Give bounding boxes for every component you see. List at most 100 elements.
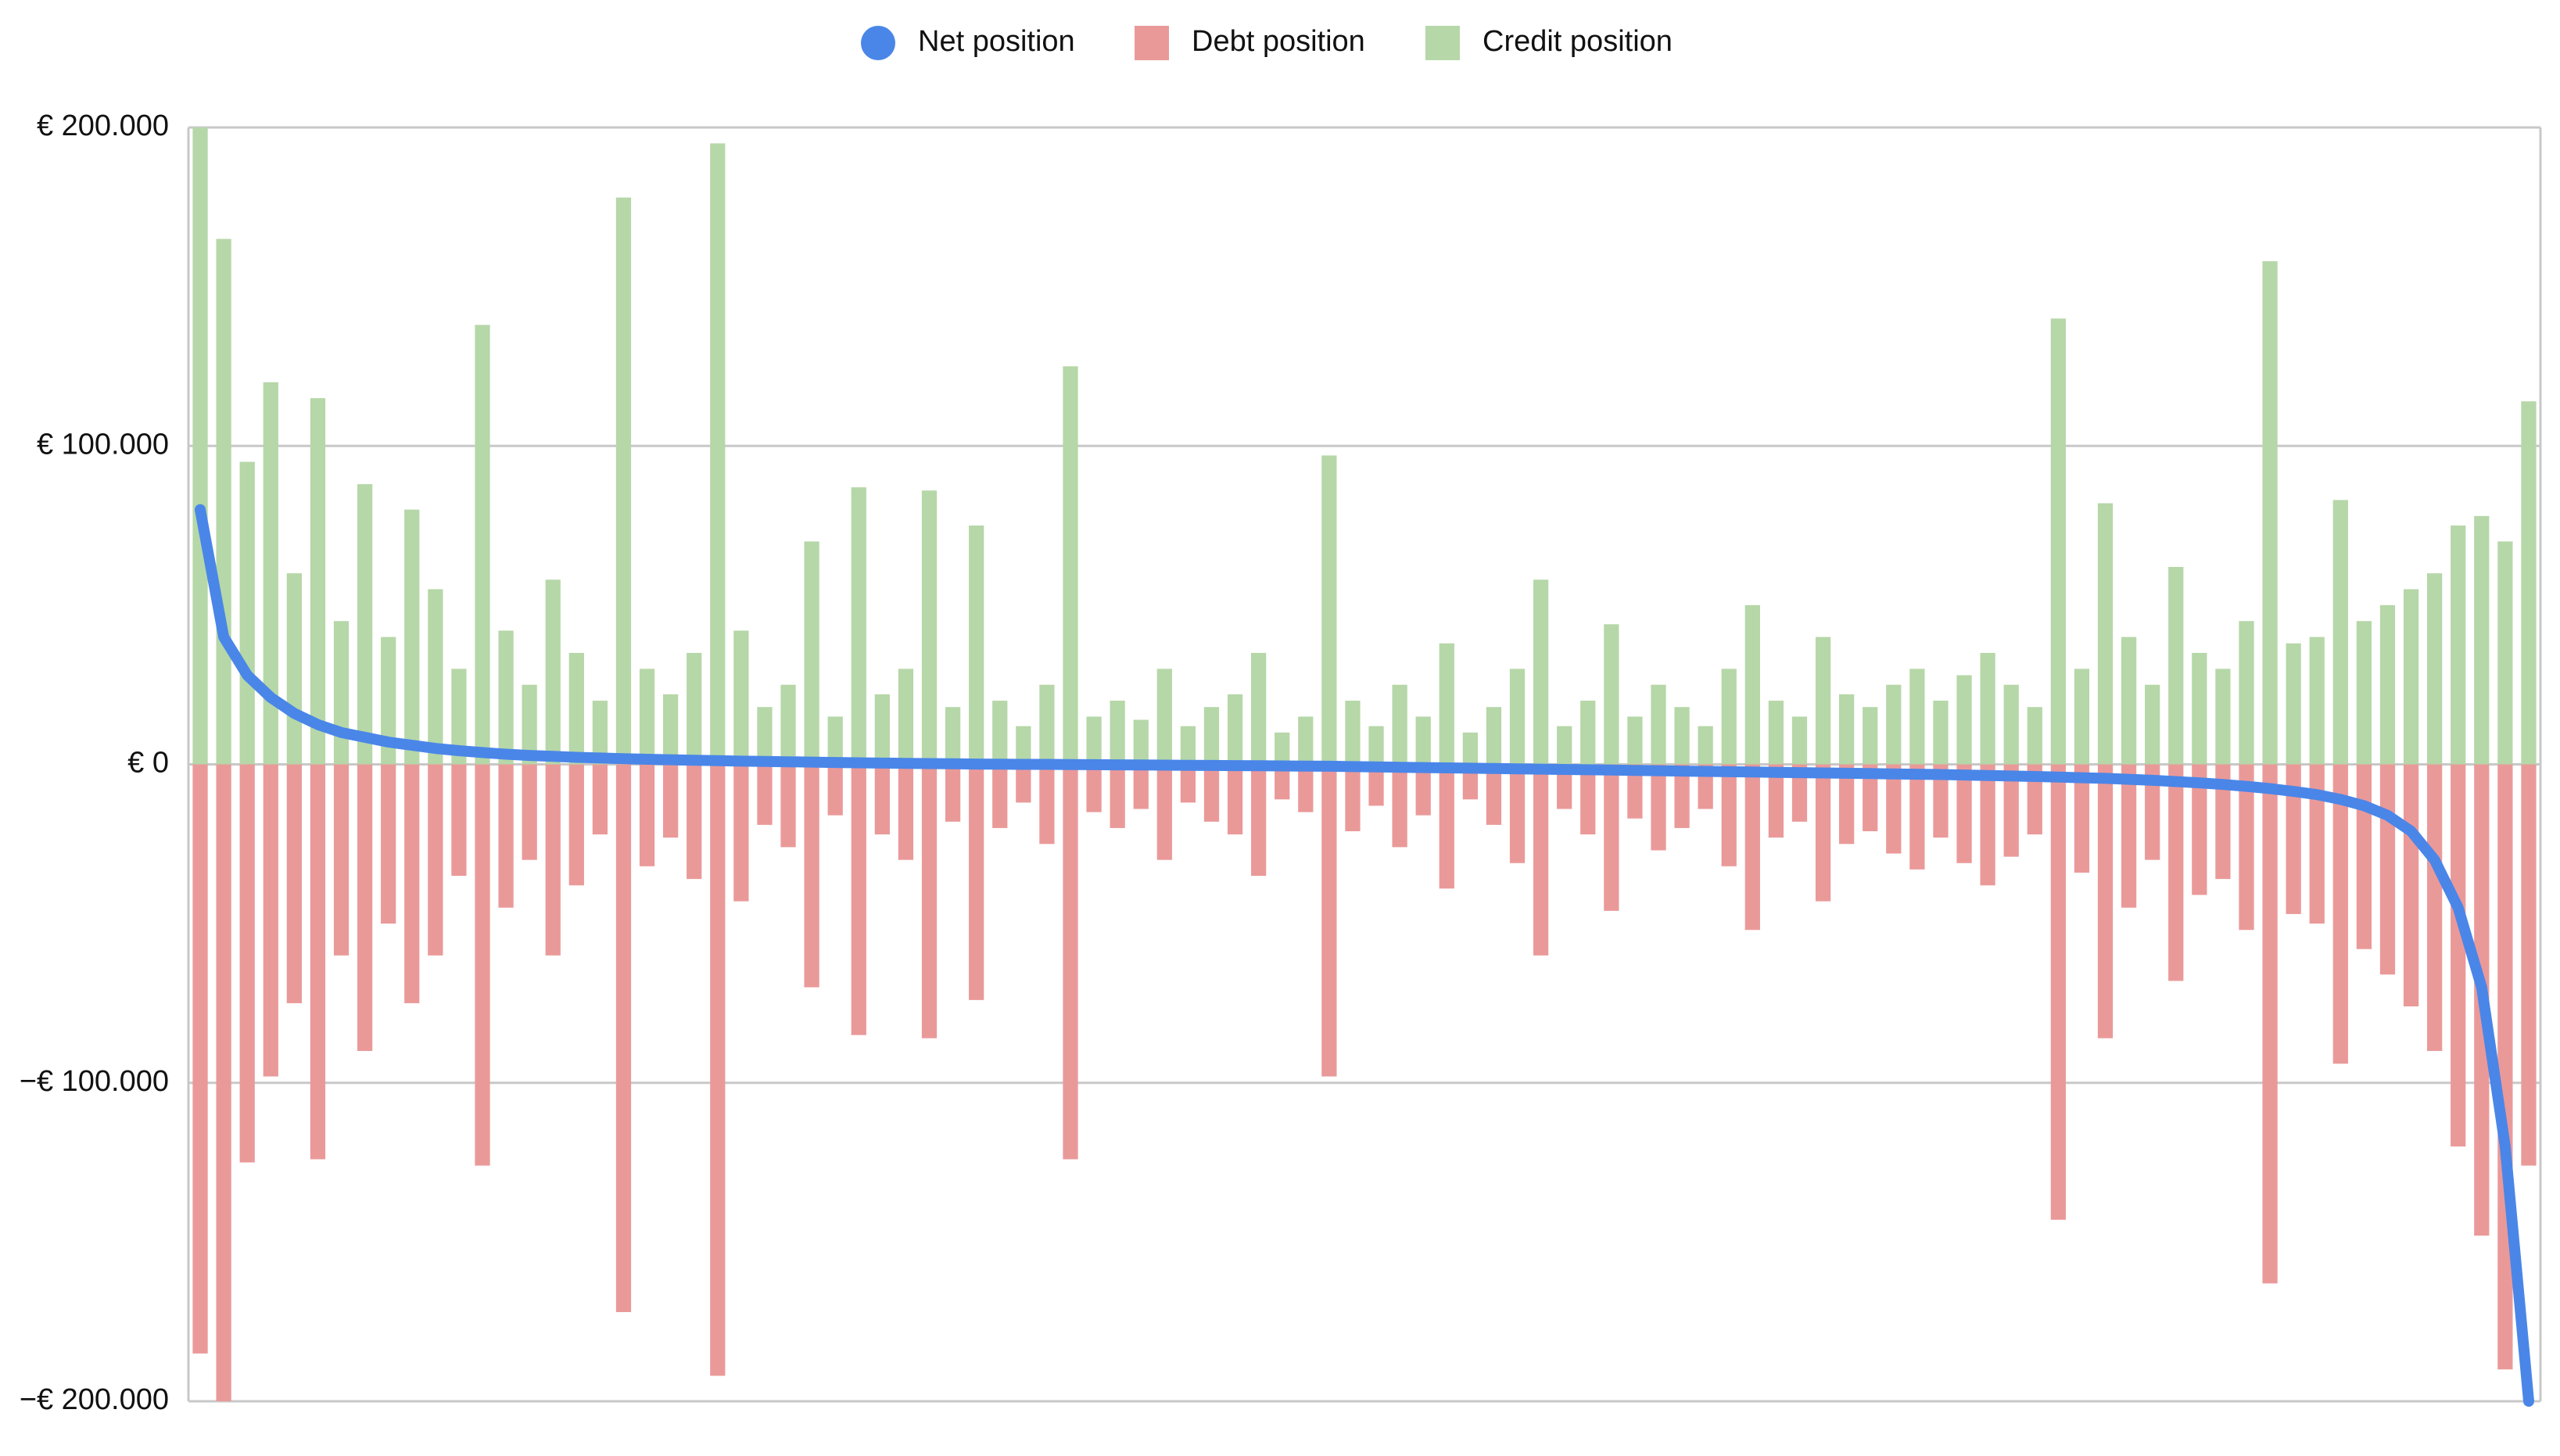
bar bbox=[1509, 669, 1526, 765]
bar bbox=[1674, 764, 1690, 828]
bar bbox=[1345, 701, 1361, 765]
bar bbox=[2050, 318, 2066, 765]
bar bbox=[239, 764, 255, 1163]
bar bbox=[1533, 764, 1549, 956]
bar bbox=[263, 764, 278, 1077]
bar bbox=[1275, 764, 1290, 800]
bar bbox=[2168, 567, 2184, 765]
bar bbox=[780, 684, 796, 765]
bar bbox=[1039, 684, 1055, 765]
legend: Net position Debt position Credit position bbox=[861, 25, 1673, 60]
bar bbox=[381, 764, 396, 924]
bar bbox=[1016, 726, 1031, 765]
bar bbox=[969, 764, 984, 1000]
bar bbox=[310, 764, 326, 1160]
bar bbox=[639, 669, 655, 765]
bar bbox=[687, 652, 702, 765]
bar bbox=[286, 573, 302, 765]
bar bbox=[2286, 764, 2301, 914]
bar bbox=[451, 764, 467, 877]
bar bbox=[804, 764, 819, 988]
bar bbox=[498, 630, 514, 765]
bar bbox=[757, 707, 773, 765]
bar bbox=[2262, 261, 2278, 765]
bar bbox=[1486, 707, 1502, 765]
bar bbox=[381, 637, 396, 765]
bar bbox=[1768, 764, 1784, 838]
bar bbox=[216, 764, 231, 1401]
bar bbox=[921, 490, 938, 765]
bar bbox=[663, 694, 679, 765]
bar bbox=[1627, 764, 1643, 819]
bar bbox=[1744, 764, 1760, 931]
bar bbox=[1768, 701, 1784, 765]
bar bbox=[1933, 701, 1949, 765]
bar bbox=[475, 764, 490, 1166]
bar bbox=[1980, 764, 1995, 886]
bar bbox=[1651, 684, 1666, 765]
bar bbox=[1721, 764, 1737, 866]
bar bbox=[1251, 652, 1267, 765]
y-tick-label: € 200.000 bbox=[37, 109, 169, 142]
bar bbox=[568, 652, 584, 765]
bar bbox=[615, 764, 632, 1312]
bar bbox=[286, 764, 302, 1003]
bar bbox=[1110, 701, 1125, 765]
bar bbox=[827, 764, 843, 816]
bar bbox=[1580, 701, 1596, 765]
bar bbox=[1133, 719, 1149, 765]
bar bbox=[2215, 669, 2231, 765]
bar bbox=[1533, 579, 1549, 765]
y-tick-label: € 100.000 bbox=[37, 428, 169, 461]
bar bbox=[2521, 764, 2537, 1166]
bar bbox=[639, 764, 655, 866]
bar bbox=[874, 694, 890, 765]
bar bbox=[687, 764, 702, 880]
bar bbox=[239, 461, 255, 765]
bar bbox=[1557, 726, 1572, 765]
bar bbox=[945, 764, 961, 822]
bar bbox=[2239, 764, 2254, 931]
bar bbox=[2309, 764, 2325, 924]
bar bbox=[2403, 589, 2419, 765]
bar bbox=[921, 764, 938, 1038]
bar bbox=[1321, 455, 1337, 765]
bar bbox=[733, 630, 749, 765]
bar bbox=[1275, 732, 1290, 765]
bar bbox=[615, 197, 632, 765]
legend-marker bbox=[861, 26, 895, 60]
bar bbox=[1439, 643, 1454, 765]
bar bbox=[2497, 541, 2513, 765]
bar bbox=[522, 684, 537, 765]
bar bbox=[663, 764, 679, 838]
y-tick-label: −€ 100.000 bbox=[20, 1065, 169, 1098]
bar bbox=[1016, 764, 1031, 803]
bar bbox=[1368, 764, 1384, 806]
bar bbox=[1156, 764, 1172, 860]
legend-label: Debt position bbox=[1192, 25, 1365, 58]
bar bbox=[1744, 604, 1760, 765]
bar bbox=[545, 579, 561, 765]
bar bbox=[1651, 764, 1666, 851]
bar bbox=[1039, 764, 1055, 845]
bar bbox=[1486, 764, 1502, 825]
bar bbox=[945, 707, 961, 765]
bar bbox=[2097, 764, 2114, 1038]
bar bbox=[780, 764, 796, 848]
bar bbox=[757, 764, 773, 825]
bar bbox=[1462, 732, 1478, 765]
bar bbox=[2239, 621, 2254, 765]
bar bbox=[2427, 573, 2443, 765]
bar bbox=[1791, 716, 1808, 765]
bar bbox=[2027, 707, 2042, 765]
bar bbox=[1368, 726, 1384, 765]
bar bbox=[851, 764, 866, 1035]
bar bbox=[357, 484, 373, 765]
legend-label: Credit position bbox=[1483, 25, 1673, 58]
bar bbox=[1627, 716, 1643, 765]
bar bbox=[522, 764, 537, 860]
bar bbox=[1863, 707, 1878, 765]
bar bbox=[2097, 503, 2114, 765]
y-tick-label: −€ 200.000 bbox=[20, 1383, 169, 1416]
